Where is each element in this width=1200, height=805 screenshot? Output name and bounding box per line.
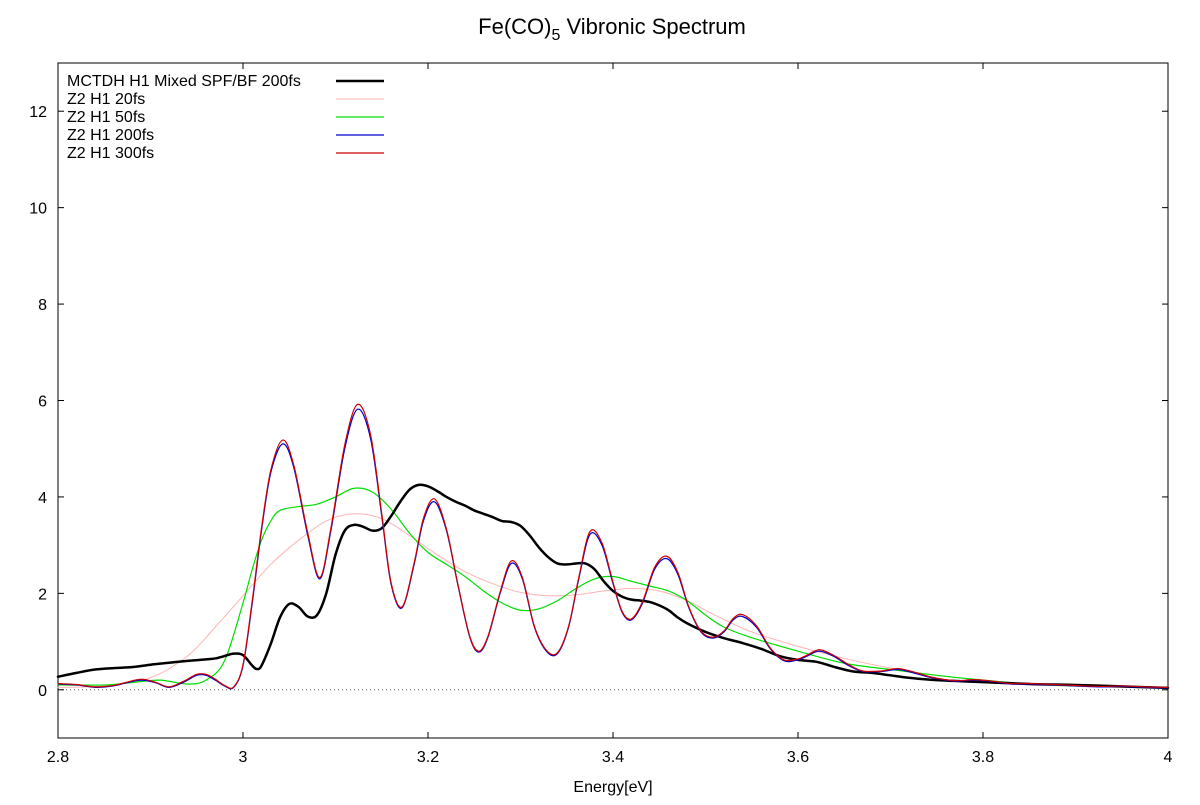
legend-label-0: MCTDH H1 Mixed SPF/BF 200fs bbox=[67, 73, 301, 90]
legend-label-4: Z2 H1 300fs bbox=[67, 145, 154, 162]
x-axis-title: Energy[eV] bbox=[573, 779, 652, 796]
x-tick-label: 3.4 bbox=[602, 749, 624, 766]
x-tick-label: 2.8 bbox=[47, 749, 69, 766]
y-tick-label: 8 bbox=[38, 297, 47, 314]
legend-label-2: Z2 H1 50fs bbox=[67, 109, 145, 126]
y-tick-label: 0 bbox=[38, 683, 47, 700]
chart-title-suffix: Vibronic Spectrum bbox=[560, 14, 745, 39]
y-tick-label: 12 bbox=[29, 104, 47, 121]
x-tick-label: 4 bbox=[1164, 749, 1173, 766]
y-tick-label: 4 bbox=[38, 490, 47, 507]
y-tick-label: 2 bbox=[38, 586, 47, 603]
series-line-0 bbox=[56, 483, 1170, 690]
x-tick-label: 3.8 bbox=[972, 749, 994, 766]
legend-label-1: Z2 H1 20fs bbox=[67, 91, 145, 108]
series-line-2 bbox=[57, 487, 1169, 688]
legend-label-3: Z2 H1 200fs bbox=[67, 127, 154, 144]
series-line-3 bbox=[57, 408, 1169, 690]
axis-ticks: 2.8 3 3.2 3.4 3.6 3.8 4 0 2 4 6 8 10 12 bbox=[29, 63, 1173, 766]
chart-title: Fe(CO)5 Vibronic Spectrum bbox=[478, 14, 746, 44]
series-line-4 bbox=[57, 403, 1169, 689]
chart-title-main: Fe(CO) bbox=[478, 14, 551, 39]
x-tick-label: 3.6 bbox=[787, 749, 809, 766]
x-tick-label: 3 bbox=[239, 749, 248, 766]
chart-title-subscript: 5 bbox=[551, 27, 560, 44]
series-layer bbox=[56, 403, 1170, 690]
y-tick-label: 10 bbox=[29, 201, 47, 218]
plot-frame bbox=[57, 62, 1169, 739]
x-tick-label: 3.2 bbox=[417, 749, 439, 766]
y-tick-label: 6 bbox=[38, 394, 47, 411]
